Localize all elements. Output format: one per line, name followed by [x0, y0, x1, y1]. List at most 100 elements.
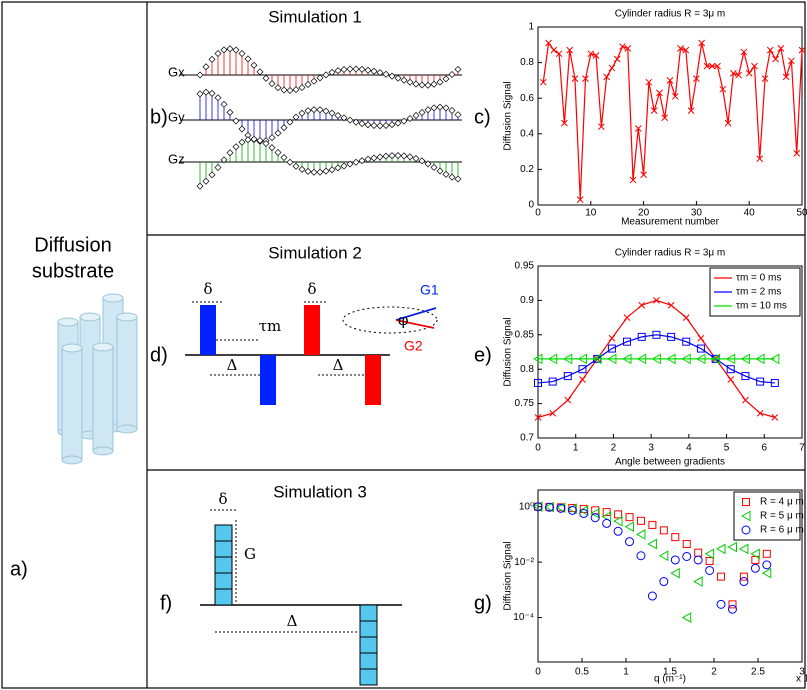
- cylinder-top: [79, 312, 101, 322]
- x-axis-label: q (m⁻¹): [654, 674, 686, 685]
- marker: [741, 525, 751, 535]
- marker: [766, 46, 774, 54]
- stem-tip: [220, 156, 228, 164]
- y-tick-label: 0: [528, 200, 534, 211]
- x-tick-label: 0: [535, 443, 541, 454]
- pulse-cell: [214, 572, 233, 590]
- marker: [750, 563, 760, 573]
- cylinder: [92, 346, 114, 452]
- marker: [667, 332, 676, 341]
- stem-tip: [286, 158, 294, 166]
- stem-tip: [418, 81, 426, 89]
- stem-tip: [232, 46, 240, 54]
- tau-label: τm: [259, 317, 282, 335]
- stem-tip: [322, 107, 330, 115]
- marker: [724, 119, 732, 127]
- marker: [727, 541, 737, 553]
- marker: [742, 396, 749, 404]
- marker: [727, 604, 737, 614]
- stem-tip: [430, 104, 438, 112]
- marker: [703, 62, 711, 70]
- stem-tip: [226, 45, 234, 53]
- stem-tip: [442, 75, 450, 83]
- marker: [607, 344, 616, 353]
- marker: [651, 353, 661, 365]
- stem-tip: [226, 108, 234, 116]
- marker: [563, 372, 572, 381]
- marker: [750, 548, 760, 560]
- marker: [638, 301, 646, 309]
- stem-tip: [244, 55, 252, 63]
- panel-label: b): [150, 106, 168, 128]
- y-tick-label: 0.4: [520, 128, 534, 139]
- stem-tip: [454, 65, 462, 73]
- stem-tip: [352, 118, 360, 126]
- marker: [755, 353, 765, 365]
- cylinder-base: [92, 446, 114, 456]
- stem-tip: [298, 165, 306, 173]
- marker: [716, 543, 726, 555]
- stem-tip: [280, 154, 288, 162]
- plot-frame: [537, 26, 803, 206]
- marker: [788, 57, 795, 65]
- stem-tip: [256, 137, 264, 144]
- marker: [793, 150, 801, 157]
- x-axis-label: Measurement number: [621, 217, 719, 228]
- x-tick-label: 40: [744, 208, 756, 219]
- marker: [602, 518, 612, 528]
- marker: [782, 73, 790, 81]
- stem-tip: [412, 112, 420, 120]
- x-tick-label: 0.5: [575, 667, 589, 678]
- marker: [544, 502, 554, 512]
- stem-tip: [238, 50, 246, 58]
- stem-tip: [442, 104, 450, 112]
- marker: [705, 556, 714, 565]
- marker: [592, 52, 600, 59]
- marker: [740, 353, 750, 365]
- marker: [582, 75, 589, 82]
- big-delta-label: Δ: [287, 612, 298, 630]
- cylinder-top: [57, 317, 79, 327]
- marker: [548, 377, 557, 386]
- cylinder-top: [102, 293, 124, 303]
- g-label: G: [244, 545, 256, 563]
- marker: [590, 513, 600, 523]
- stem-tip: [340, 65, 348, 73]
- stem-tip: [244, 136, 252, 144]
- gradient-label: Gy: [168, 109, 185, 124]
- marker: [756, 409, 764, 417]
- stem-tip: [412, 155, 420, 163]
- stem-tip: [292, 162, 300, 170]
- stem-tip: [196, 90, 204, 98]
- marker: [556, 503, 566, 513]
- stem-tip: [274, 149, 282, 156]
- x-tick-label: 2.5: [751, 667, 765, 678]
- stem-tip: [382, 152, 390, 160]
- marker: [681, 612, 692, 623]
- marker: [682, 337, 691, 346]
- stem-tip: [364, 66, 372, 74]
- marker: [708, 62, 716, 70]
- stem-tip: [370, 121, 378, 129]
- stem-tip: [352, 158, 360, 166]
- y-tick-label: 0.8: [520, 57, 534, 68]
- stem-tip: [298, 109, 306, 117]
- x-tick-label: 1: [623, 667, 629, 678]
- stem-tip: [340, 162, 348, 170]
- stem-tip: [370, 154, 378, 162]
- marker: [694, 548, 703, 557]
- marker: [725, 353, 736, 365]
- marker: [645, 78, 653, 86]
- marker: [682, 540, 691, 549]
- marker: [614, 510, 623, 519]
- g2-label: G2: [404, 338, 423, 354]
- stem-tip: [454, 175, 462, 183]
- marker: [726, 365, 735, 374]
- marker: [532, 353, 543, 365]
- marker: [693, 555, 703, 565]
- x-multiplier: x 10⁵: [796, 674, 807, 685]
- pulse-cell: [214, 524, 233, 542]
- x-tick-label: 7: [799, 443, 805, 454]
- stem-tip: [214, 50, 222, 58]
